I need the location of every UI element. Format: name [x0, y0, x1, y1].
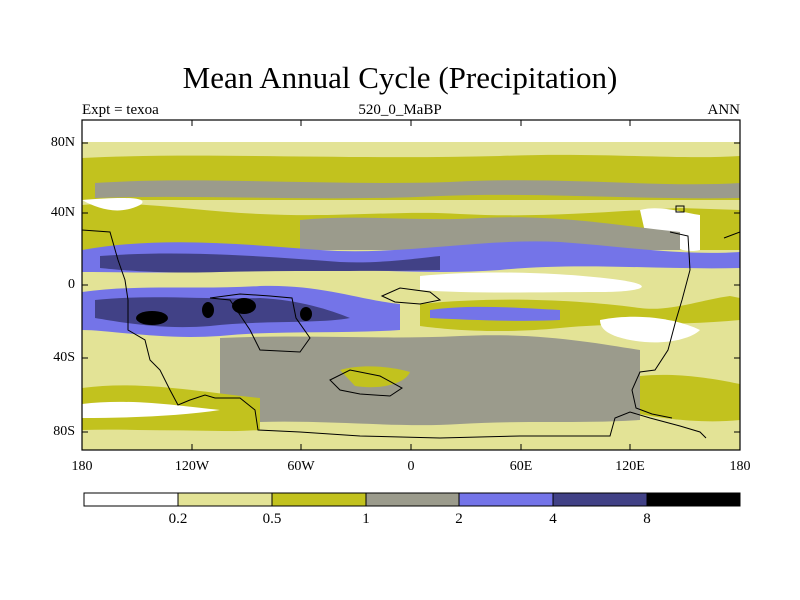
precip-south-grey	[220, 335, 640, 426]
precip-max-cell	[202, 302, 214, 318]
lon-tick-label: 120E	[615, 459, 645, 474]
lat-tick-label: 80S	[53, 424, 75, 439]
precip-arctic-dry	[82, 120, 740, 142]
east-coast-outline	[631, 231, 691, 419]
precip-blue-patch	[430, 306, 560, 321]
lat-tick-label: 40S	[53, 350, 75, 365]
coast-outline	[723, 231, 740, 239]
colorbar-label: 1	[362, 511, 370, 527]
precip-itcz-core	[100, 253, 440, 273]
colorbar-label: 2	[455, 511, 463, 527]
lon-tick-label: 60E	[509, 459, 533, 474]
precip-max-cell	[300, 307, 312, 321]
colorbar-label: 0.5	[262, 511, 282, 527]
precip-dry-patch	[82, 197, 143, 211]
lon-tick-label: 0	[407, 459, 415, 474]
gondwana-outline	[82, 229, 707, 439]
colorbar-label: 8	[643, 511, 651, 527]
precip-dry-patch	[420, 272, 642, 293]
experiment-label: Expt = texoa	[82, 102, 159, 118]
precip-light-patch	[82, 347, 170, 384]
lon-tick-label: 180	[71, 459, 93, 474]
continent-outlines	[82, 205, 740, 439]
precip-antarctic-band	[82, 430, 740, 450]
precip-dry-patch	[82, 401, 220, 418]
lon-tick-label: 60W	[287, 459, 315, 474]
colorbar-label: 0.2	[168, 511, 188, 527]
continent-block-outline	[209, 293, 311, 353]
colorbar-label: 4	[549, 511, 557, 527]
precip-dry-patch	[640, 208, 700, 251]
season-label: ANN	[707, 102, 741, 118]
axis-ticks	[81, 120, 741, 450]
colorbar-swatch	[177, 492, 273, 507]
lat-tick-label: 40N	[50, 205, 75, 220]
colorbar-swatch	[365, 492, 460, 507]
colorbar-swatch	[646, 492, 741, 507]
island-outline	[329, 369, 403, 397]
map-title: Mean Annual Cycle (Precipitation)	[182, 60, 618, 95]
colorbar-swatch	[83, 492, 179, 507]
lat-tick-label: 0	[68, 277, 75, 292]
precip-grey-band	[300, 217, 680, 250]
precip-max-cell	[136, 311, 168, 325]
colorbar-swatch	[552, 492, 648, 507]
lon-tick-label: 120W	[174, 459, 210, 474]
precip-max-cell	[232, 298, 256, 314]
colorbar-swatch	[458, 492, 554, 507]
island-outline	[380, 287, 442, 305]
colorbar	[83, 492, 741, 507]
colorbar-swatch	[271, 492, 367, 507]
lat-tick-label: 80N	[50, 135, 75, 150]
precip-field	[82, 120, 740, 450]
lon-tick-label: 180	[729, 459, 751, 474]
period-label: 520_0_MaBP	[358, 102, 442, 118]
precip-storm-track-north	[95, 180, 740, 199]
precip-olive-band	[640, 374, 740, 422]
island-outline	[675, 205, 685, 213]
